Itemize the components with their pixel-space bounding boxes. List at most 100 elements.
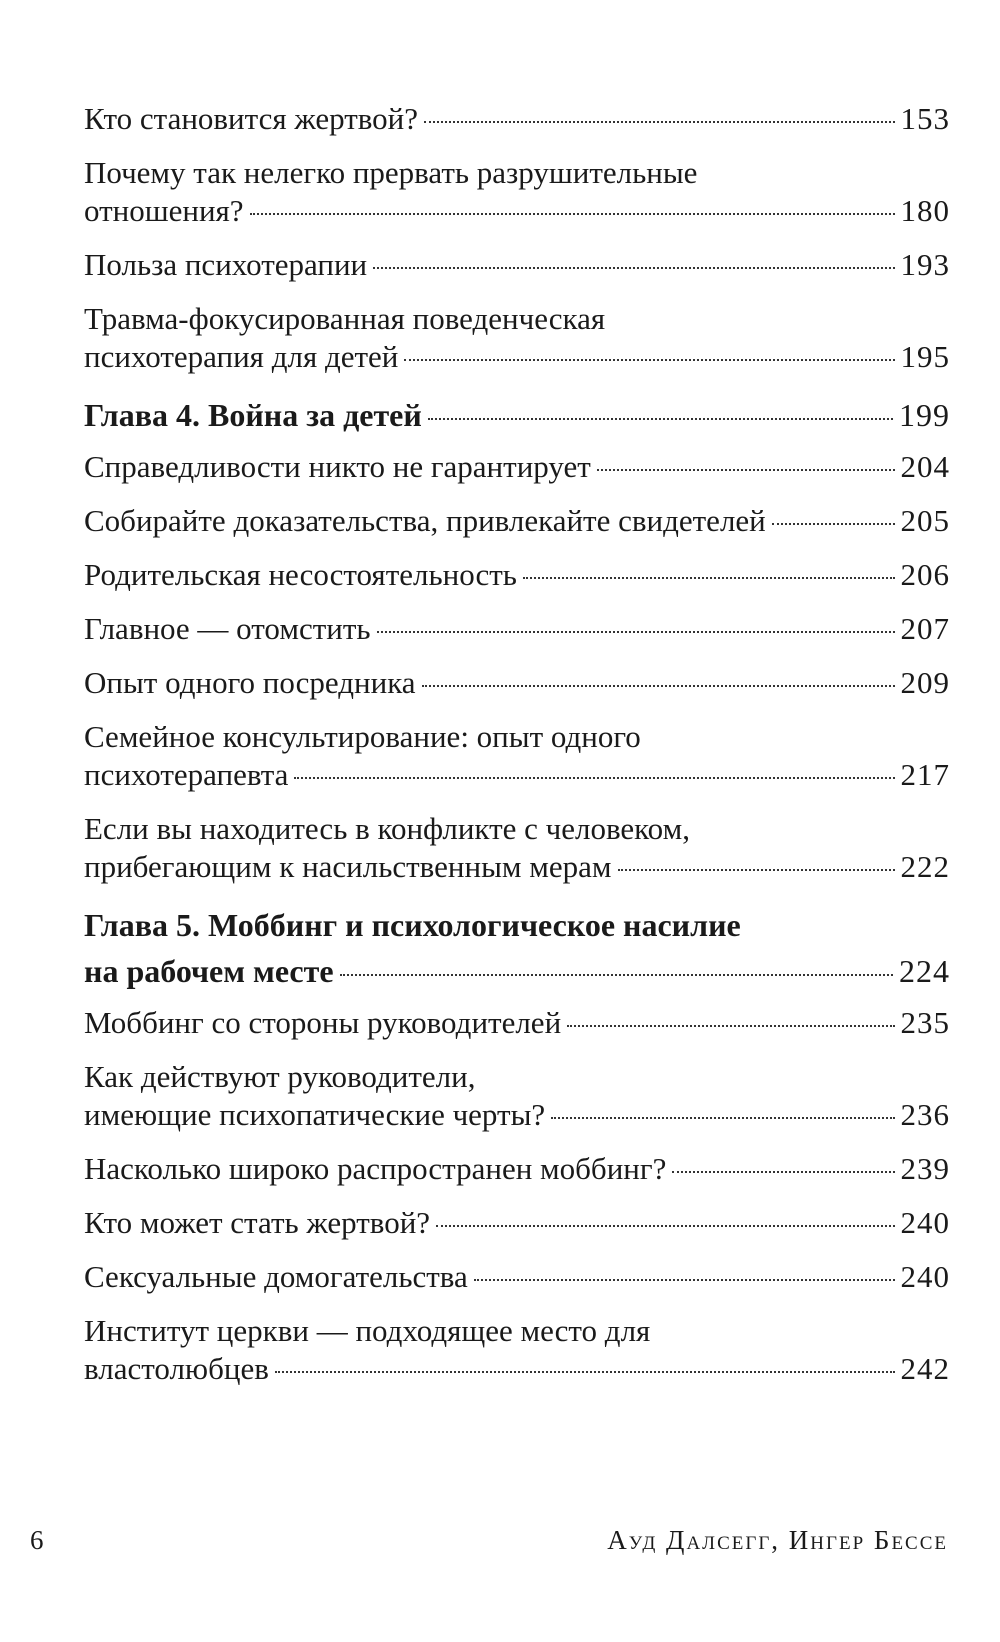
toc-page-number: 206	[900, 557, 950, 592]
toc-entry: Собирайте доказательства, привлекайте св…	[84, 502, 950, 540]
toc-title: имеющие психопатические черты?	[84, 1097, 546, 1132]
toc-entry: Родительская несостоятельность 206	[84, 556, 950, 594]
page-number: 6	[30, 1525, 44, 1555]
toc-title: Травма-фокусированная поведенческая	[84, 301, 606, 336]
toc-line: Глава 4. Война за детей 199	[84, 392, 950, 438]
toc-page-number: 204	[900, 449, 950, 484]
toc-title: Как действуют руководители,	[84, 1059, 476, 1094]
dot-leader	[249, 213, 895, 215]
toc-page-number: 205	[900, 503, 950, 538]
toc-entry: Семейное консультирование: опыт одного пс…	[84, 718, 950, 794]
table-of-contents: Кто становится жертвой? 153 Почему так нел…	[84, 100, 950, 1404]
toc-line: Сексуальные домогательства 240	[84, 1258, 950, 1296]
toc-line: на рабочем месте 224	[84, 948, 950, 994]
toc-page-number: 242	[900, 1351, 950, 1386]
dot-leader	[339, 974, 893, 976]
dot-leader	[376, 631, 895, 633]
dot-leader	[427, 418, 893, 420]
toc-chapter: Глава 4. Война за детей 199	[84, 392, 950, 438]
toc-line: Институт церкви — подходящее место для	[84, 1312, 950, 1350]
toc-title: психотерапевта	[84, 757, 289, 792]
toc-line: психотерапевта 217	[84, 756, 950, 794]
dot-leader	[373, 267, 895, 269]
toc-page-number: 199	[899, 397, 950, 433]
toc-page-number: 153	[900, 101, 950, 136]
toc-line: Опыт одного посредника 209	[84, 664, 950, 702]
toc-title: властолюбцев	[84, 1351, 269, 1386]
toc-entry: Травма-фокусированная поведенческая психо…	[84, 300, 950, 376]
toc-line: имеющие психопатические черты? 236	[84, 1096, 950, 1134]
dot-leader	[294, 777, 895, 779]
toc-page-number: 209	[900, 665, 950, 700]
toc-entry: Главное — отомстить 207	[84, 610, 950, 648]
toc-entry: Сексуальные домогательства 240	[84, 1258, 950, 1296]
toc-title: Моббинг со стороны руководителей	[84, 1005, 562, 1040]
toc-title: прибегающим к насильственным мерам	[84, 849, 612, 884]
toc-title: Справедливости никто не гарантирует	[84, 449, 591, 484]
dot-leader	[436, 1225, 895, 1227]
toc-line: Польза психотерапии 193	[84, 246, 950, 284]
toc-entry: Кто может стать жертвой? 240	[84, 1204, 950, 1242]
toc-title: Кто становится жертвой?	[84, 101, 419, 136]
toc-page-number: 222	[900, 849, 950, 884]
toc-title: Сексуальные домогательства	[84, 1259, 468, 1294]
dot-leader	[617, 869, 895, 871]
toc-line: Почему так нелегко прервать разрушительн…	[84, 154, 950, 192]
toc-line: Кто может стать жертвой? 240	[84, 1204, 950, 1242]
dot-leader	[551, 1117, 895, 1119]
toc-line: Насколько широко распространен моббинг? 2…	[84, 1150, 950, 1188]
toc-entry: Насколько широко распространен моббинг? 2…	[84, 1150, 950, 1188]
toc-entry: Опыт одного посредника 209	[84, 664, 950, 702]
running-head: Ауд Далсегг, Ингер Бессе	[607, 1525, 948, 1555]
toc-page-number: 239	[900, 1151, 950, 1186]
toc-line: Как действуют руководители,	[84, 1058, 950, 1096]
toc-title: Главное — отомстить	[84, 611, 371, 646]
toc-entry: Почему так нелегко прервать разрушительн…	[84, 154, 950, 230]
dot-leader	[274, 1371, 895, 1373]
toc-entry: Если вы находитесь в конфликте с человек…	[84, 810, 950, 886]
toc-page-number: 180	[900, 193, 950, 228]
dot-leader	[771, 523, 895, 525]
toc-line: Родительская несостоятельность 206	[84, 556, 950, 594]
toc-page-number: 240	[900, 1205, 950, 1240]
toc-title: Опыт одного посредника	[84, 665, 416, 700]
dot-leader	[404, 359, 895, 361]
toc-title: Если вы находитесь в конфликте с человек…	[84, 811, 690, 846]
toc-title: отношения?	[84, 193, 244, 228]
toc-entry: Моббинг со стороны руководителей 235	[84, 1004, 950, 1042]
dot-leader	[596, 469, 895, 471]
toc-entry: Польза психотерапии 193	[84, 246, 950, 284]
dot-leader	[522, 577, 895, 579]
toc-line: Собирайте доказательства, привлекайте св…	[84, 502, 950, 540]
toc-page-number: 235	[900, 1005, 950, 1040]
toc-title: психотерапия для детей	[84, 339, 399, 374]
toc-page-number: 240	[900, 1259, 950, 1294]
toc-title: Кто может стать жертвой?	[84, 1205, 431, 1240]
toc-page-number: 207	[900, 611, 950, 646]
toc-page-number: 217	[900, 757, 950, 792]
toc-entry: Кто становится жертвой? 153	[84, 100, 950, 138]
toc-page-number: 224	[899, 953, 950, 989]
toc-chapter: Глава 5. Моббинг и психологическое насил…	[84, 902, 950, 994]
toc-title: Родительская несостоятельность	[84, 557, 517, 592]
toc-page-number: 195	[900, 339, 950, 374]
toc-line: прибегающим к насильственным мерам 222	[84, 848, 950, 886]
toc-title: Институт церкви — подходящее место для	[84, 1313, 651, 1348]
toc-page-number: 193	[900, 247, 950, 282]
toc-title: Глава 4. Война за детей	[84, 397, 422, 433]
toc-title: Глава 5. Моббинг и психологическое насил…	[84, 907, 741, 943]
toc-line: Справедливости никто не гарантирует 204	[84, 448, 950, 486]
dot-leader	[672, 1171, 895, 1173]
toc-title: Польза психотерапии	[84, 247, 368, 282]
dot-leader	[424, 121, 895, 123]
toc-title: Насколько широко распространен моббинг?	[84, 1151, 667, 1186]
toc-page-number: 236	[900, 1097, 950, 1132]
toc-line: Семейное консультирование: опыт одного	[84, 718, 950, 756]
toc-line: Травма-фокусированная поведенческая	[84, 300, 950, 338]
toc-line: Моббинг со стороны руководителей 235	[84, 1004, 950, 1042]
toc-line: Главное — отомстить 207	[84, 610, 950, 648]
toc-title: на рабочем месте	[84, 953, 334, 989]
toc-line: властолюбцев 242	[84, 1350, 950, 1388]
toc-entry: Справедливости никто не гарантирует 204	[84, 448, 950, 486]
toc-entry: Как действуют руководители, имеющие психо…	[84, 1058, 950, 1134]
